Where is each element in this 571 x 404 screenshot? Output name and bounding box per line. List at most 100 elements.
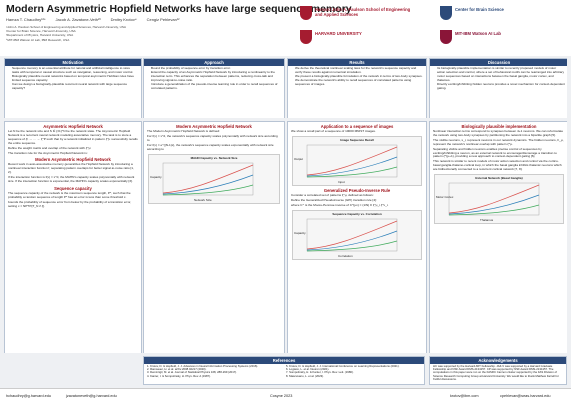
logo-icon [440, 6, 452, 20]
acknowledgements-heading: Acknowledgements [430, 357, 566, 364]
summary-heading: Motivation [5, 59, 141, 66]
email: krotov@ibm.com [450, 394, 479, 398]
figure-label: Capacity [294, 230, 306, 235]
bullet: We present a biologically-plausible form… [295, 74, 423, 79]
bullet: We demonstrate the network's ability to … [295, 78, 423, 87]
paragraph: Recent work in auto-associative memory g… [8, 162, 134, 175]
email: hchaudhry@g.harvard.edu [6, 394, 52, 398]
bullet-list: Its biologically-plausible implementatio… [437, 66, 565, 91]
figure: MAHN Capacity vs. Network Size Network Si… [148, 153, 280, 204]
figure-label: Correlation [338, 253, 353, 258]
paragraph: Consider a correlated set of patterns ξ^… [291, 192, 374, 197]
paragraph: The transition rule for the Asymmetric H… [8, 150, 88, 155]
logo-text: Harvard John A. Paulson School of Engine… [315, 7, 411, 17]
figure-label: Network Size [194, 197, 212, 202]
email: jzavatoneveth@g.harvard.edu [66, 394, 117, 398]
bullet: Directly exciting/inhibiting hidden neur… [437, 82, 565, 91]
reference: 1. Krotov, D. & Hopfield, J. J. Advances… [147, 364, 259, 368]
acknowledgements-text: HC was supported by the Harvard-MIT Fell… [433, 364, 559, 381]
logo-text: MIT-IBM Watson AI Lab [455, 31, 501, 36]
section-heading: Modern Asymmetric Hopfield Network [176, 124, 252, 129]
figure: Image Sequence Recall Input Output [292, 135, 422, 186]
venue: Cosyne 2023 [270, 394, 293, 398]
figure-title: MAHN Capacity vs. Network Size [190, 155, 238, 160]
reference: 3. Demircigil, M. et al. Journal of Stat… [147, 370, 238, 375]
authors: Hamza T. Chaudhry¹²* Jacob A. Zavatone-Ve… [6, 17, 190, 22]
summary: MotivationSequence memory is an essentia… [4, 58, 567, 118]
paragraph: The visible neurons, s_i, represent neur… [433, 137, 564, 146]
section-heading: Biologically plausible implementation [461, 124, 537, 129]
reference-list: 1. Krotov, D. & Hopfield, J. J. Advances… [147, 364, 421, 378]
author: Jacob A. Zavatone-Veth²³ [55, 17, 101, 22]
bullet-list: Sequence memory is an essential attribut… [12, 66, 138, 90]
footer: hchaudhry@g.harvard.edu jzavatoneveth@g.h… [0, 388, 571, 404]
reference: 5. Krotov, D. & Hopfield, J. J. Internat… [286, 364, 400, 368]
affiliation: ⁴MIT-IBM Watson AI Lab, IBM Research, US… [6, 37, 70, 42]
references-heading: References [144, 357, 424, 364]
figure-label: Thalamus [480, 218, 494, 223]
figure-label: Input [338, 179, 345, 184]
reference: 8. Mascuiuaru, L. et al. (2023). [286, 373, 324, 378]
bullet: Its biologically-plausible implementatio… [437, 66, 565, 83]
author: Cengiz Pehlevan¹² [146, 17, 180, 22]
bullet: Introduce a generalization of the pseudo… [151, 82, 281, 91]
summary-heading: Results [288, 59, 426, 66]
bullet: Bound the probability of sequence error … [151, 66, 281, 71]
affiliation: ²Center for Brain Science, Harvard Unive… [6, 29, 76, 34]
figure-art [448, 182, 540, 216]
column: Modern Asymmetric Hopfield Network The Mo… [143, 121, 285, 353]
bullet: Extend the capacity of an Asymmetric Hop… [151, 70, 281, 83]
summary-box: DiscussionIts biologically-plausible imp… [429, 58, 567, 118]
figure-title: Sequence Capacity vs. Correlation [332, 211, 382, 216]
section-heading: Generalized Pseudo-Inverse Rule [323, 187, 391, 193]
paragraph: We show a small part of a sequence of 10… [291, 129, 376, 133]
paragraph: This network is similar to recent models… [433, 159, 562, 172]
affiliation: ³Department of Physics, Harvard Universi… [6, 33, 74, 38]
paragraph: The Modern Asymmetric Hopfield Network i… [147, 129, 220, 133]
paragraph: For f(x) = e^{(N-1)x}, the network's seq… [147, 142, 274, 151]
paragraph: The sequence capacity of the network is … [8, 190, 131, 199]
figure-label: Motor Cortex [436, 195, 454, 200]
email: cpehlevan@seas.harvard.edu [500, 394, 551, 398]
paragraph: If the interaction function is f(x) = x^… [8, 175, 135, 184]
references: References 1. Krotov, D. & Hopfield, J. J… [143, 356, 425, 385]
figure-art [162, 162, 254, 195]
section-heading: Modern Asymmetric Hopfield Network [35, 157, 111, 163]
section-heading: Application to a sequence of images [320, 124, 394, 129]
bullet: Sequence memory is an essential attribut… [12, 66, 138, 75]
author: Hamza T. Chaudhry¹²* [6, 17, 46, 22]
paragraph: For f(x) = x^d, the network's sequence c… [147, 133, 278, 142]
summary-box: MotivationSequence memory is an essentia… [4, 58, 142, 118]
paragraph: Define the weight matrix and overlap of … [8, 145, 92, 150]
reference: 2. Ramsauer, H. et al. arXiv:2008.02217 … [147, 367, 207, 372]
figure-title: External Network (Basal Ganglia) [475, 176, 523, 181]
paragraph: bounds the probability of sequence error… [8, 199, 132, 208]
columns: Asymmetric Hopfield Network Let N be the … [4, 121, 567, 353]
reference: 7. Sompolinsky, H. & Kanter, I. Phys. Re… [286, 370, 354, 375]
reference: 4. Kanter, I. & Sompolinsky, H. Phys. Re… [147, 373, 211, 378]
title: Modern Asymmetric Hopfield Networks have… [6, 3, 352, 15]
figure-label: Output [294, 156, 304, 161]
bullet: Biologically plausible neural networks b… [12, 74, 138, 83]
paragraph: Separating visible and hidden neurons en… [433, 146, 557, 159]
logo-icon [300, 6, 312, 20]
acknowledgements: Acknowledgements HC was supported by the … [429, 356, 567, 385]
logo-text: HARVARD UNIVERSITY [315, 31, 362, 36]
column: Asymmetric Hopfield Network Let N be the … [4, 121, 142, 353]
bullet-list: Bound the probability of sequence error … [151, 66, 281, 91]
summary-heading: Approach [144, 59, 284, 66]
figure-label: Capacity [150, 174, 162, 179]
section-heading: Sequence capacity [54, 185, 92, 191]
section-heading: Asymmetric Hopfield Network [43, 124, 103, 129]
paragraph: where C⁺ is the Moore-Penrose inverse of… [291, 202, 389, 207]
summary-box: ResultsWe derive the theoretical nonline… [287, 58, 427, 118]
bullet: We derive the theoretical nonlinear scal… [295, 66, 423, 75]
header: Modern Asymmetric Hopfield Networks have… [0, 0, 571, 56]
figure-art [306, 144, 398, 178]
logo-icon [440, 30, 452, 44]
figure-title: Image Sequence Recall [340, 137, 374, 142]
reference: 6. Logiaco, L. et al. Neuron (2021). [286, 367, 330, 372]
figure: External Network (Basal Ganglia) Thalamus… [434, 174, 564, 225]
author: Dmitry Krotov⁴ [110, 17, 137, 22]
